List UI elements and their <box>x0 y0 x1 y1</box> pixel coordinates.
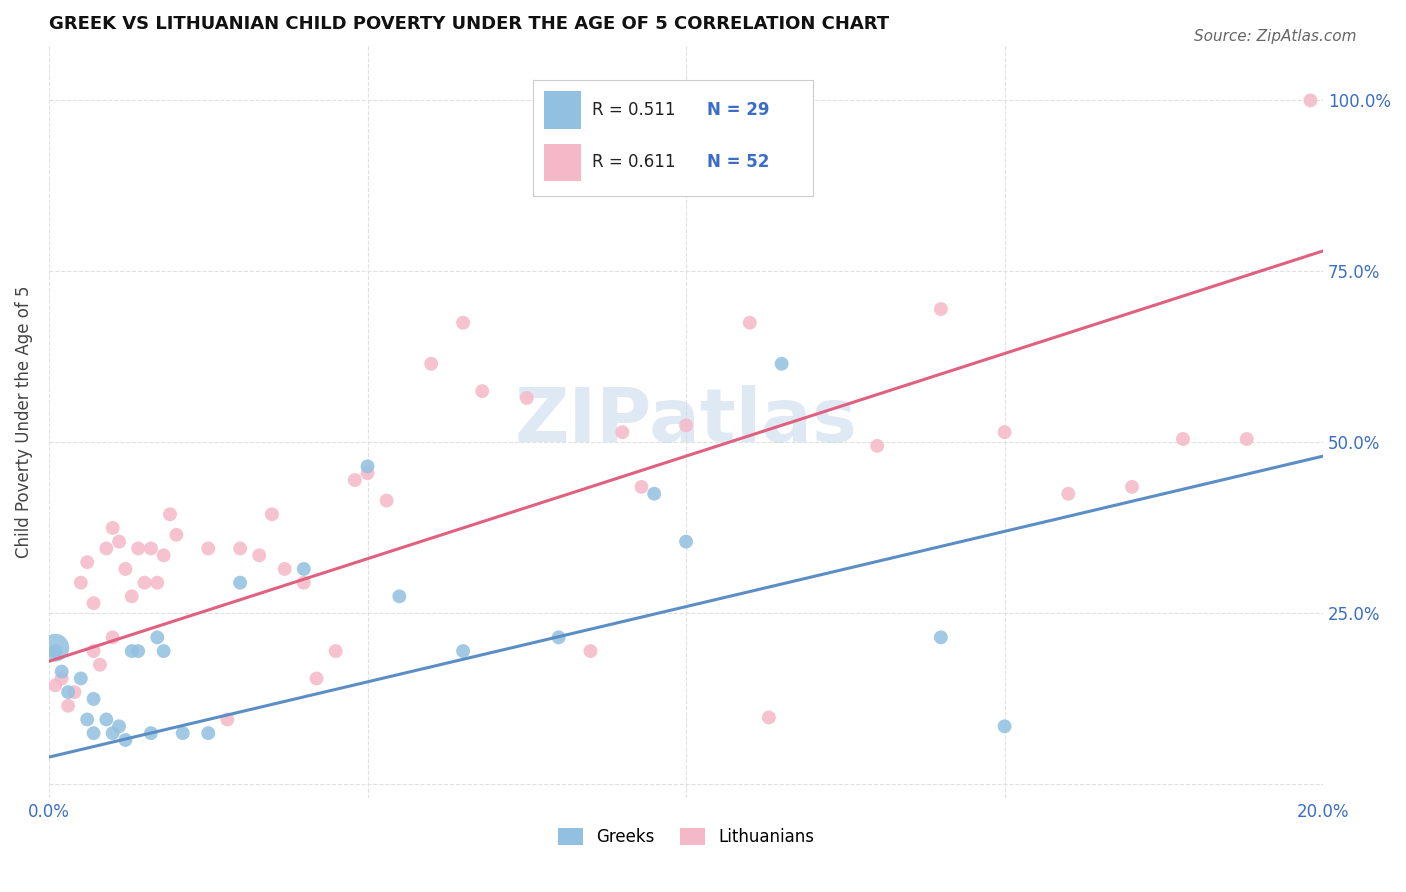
Point <box>96 713 118 727</box>
Point <box>292 575 315 590</box>
Point <box>165 528 187 542</box>
Point <box>579 644 602 658</box>
Point <box>152 549 174 563</box>
Point <box>229 541 252 556</box>
Point <box>675 418 697 433</box>
Point <box>994 719 1017 733</box>
Point <box>1236 432 1258 446</box>
Point <box>1171 432 1194 446</box>
Point <box>260 508 283 522</box>
Point <box>83 726 105 740</box>
Point <box>929 301 952 316</box>
Point <box>172 726 194 740</box>
Point <box>121 644 143 658</box>
Point <box>420 357 443 371</box>
Point <box>139 541 162 556</box>
Point <box>96 541 118 556</box>
Point <box>630 480 652 494</box>
Point <box>127 644 149 658</box>
Point <box>994 425 1017 439</box>
Point <box>69 672 91 686</box>
Point <box>356 467 378 481</box>
Point <box>63 685 86 699</box>
Point <box>770 357 793 371</box>
Point <box>343 473 366 487</box>
Point <box>1057 487 1080 501</box>
Point <box>83 692 105 706</box>
Point <box>451 644 474 658</box>
Point <box>643 487 665 501</box>
Text: Source: ZipAtlas.com: Source: ZipAtlas.com <box>1194 29 1357 45</box>
Point <box>56 685 79 699</box>
Legend: Greeks, Lithuanians: Greeks, Lithuanians <box>558 828 814 847</box>
Point <box>44 640 66 655</box>
Point <box>217 713 239 727</box>
Point <box>69 575 91 590</box>
Point <box>247 549 270 563</box>
Point <box>89 657 111 672</box>
Point <box>127 541 149 556</box>
Point <box>929 631 952 645</box>
Point <box>44 678 66 692</box>
Point <box>866 439 889 453</box>
Point <box>229 575 252 590</box>
Point <box>273 562 295 576</box>
Point <box>56 698 79 713</box>
Point <box>114 733 136 747</box>
Point <box>51 665 73 679</box>
Point <box>292 562 315 576</box>
Point <box>83 644 105 658</box>
Text: GREEK VS LITHUANIAN CHILD POVERTY UNDER THE AGE OF 5 CORRELATION CHART: GREEK VS LITHUANIAN CHILD POVERTY UNDER … <box>49 15 889 33</box>
Point <box>101 631 124 645</box>
Point <box>108 534 131 549</box>
Point <box>83 596 105 610</box>
Point <box>146 631 169 645</box>
Point <box>152 644 174 658</box>
Point <box>305 672 328 686</box>
Point <box>516 391 538 405</box>
Point <box>612 425 634 439</box>
Point <box>325 644 347 658</box>
Point <box>114 562 136 576</box>
Point <box>1299 94 1322 108</box>
Point <box>51 672 73 686</box>
Point <box>675 534 697 549</box>
Point <box>76 555 98 569</box>
Point <box>1121 480 1143 494</box>
Y-axis label: Child Poverty Under the Age of 5: Child Poverty Under the Age of 5 <box>15 285 32 558</box>
Point <box>388 590 411 604</box>
Point <box>451 316 474 330</box>
Point <box>375 493 398 508</box>
Point <box>101 521 124 535</box>
Point <box>197 541 219 556</box>
Point <box>356 459 378 474</box>
Point <box>197 726 219 740</box>
Point <box>44 644 66 658</box>
Point <box>159 508 181 522</box>
Text: ZIPatlas: ZIPatlas <box>515 385 858 458</box>
Point <box>471 384 494 398</box>
Point <box>758 710 780 724</box>
Point <box>76 713 98 727</box>
Point <box>101 726 124 740</box>
Point <box>738 316 761 330</box>
Point <box>139 726 162 740</box>
Point <box>134 575 156 590</box>
Point <box>547 631 569 645</box>
Point <box>121 590 143 604</box>
Point <box>146 575 169 590</box>
Point <box>108 719 131 733</box>
